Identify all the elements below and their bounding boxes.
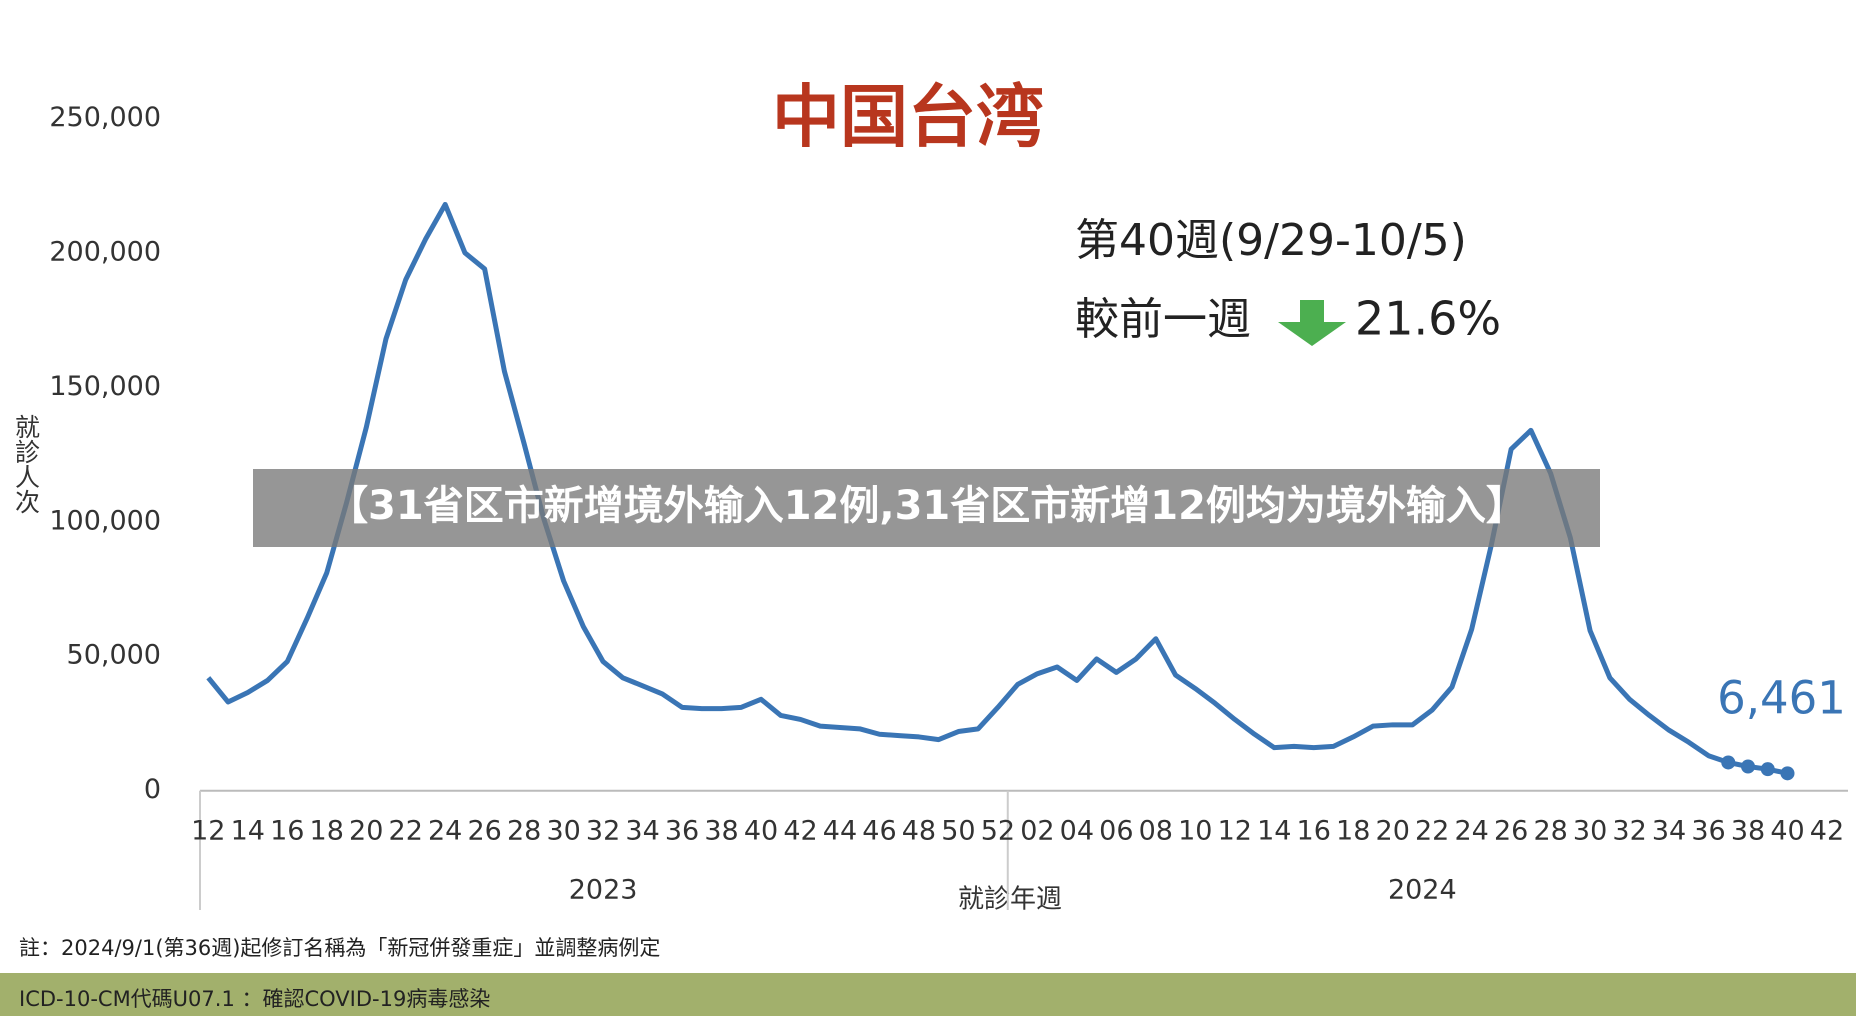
x-tick-label: 12 [1218,816,1252,847]
x-tick-label: 36 [1691,816,1725,847]
x-tick-label: 16 [1297,816,1331,847]
change-value: 21.6% [1355,292,1501,346]
y-tick-label: 200,000 [49,236,161,267]
point [1780,766,1795,781]
x-tick-label: 28 [1533,816,1567,847]
change-label: 較前一週 [1075,294,1251,345]
x-tick-label: 48 [902,816,936,847]
x-tick-label: 14 [231,816,265,847]
x-tick-label: 38 [704,816,738,847]
y-axis-label: 就診人次 [12,414,41,514]
x-tick-label: 30 [546,816,580,847]
banner: 【31省区市新增境外输入12例,31省区市新增12例均为境外输入】 [328,483,1526,529]
footnote: ICD-10-CM代碼U07.1 ：確認COVID-19病毒感染 [19,987,490,1011]
x-tick-label: 02 [1020,816,1054,847]
y-tick-label: 0 [144,774,161,805]
x-tick-label: 24 [1454,816,1488,847]
x-tick-label: 46 [862,816,896,847]
x-tick-label: 32 [1612,816,1646,847]
x-tick-label: 50 [941,816,975,847]
x-tick-label: 20 [1376,816,1410,847]
footer-strip [0,973,1856,1016]
x-tick-label: 22 [1415,816,1449,847]
x-tick-label: 38 [1731,816,1765,847]
y-tick-label: 150,000 [49,371,161,402]
x-tick-label: 26 [467,816,501,847]
x-tick-label: 06 [1099,816,1133,847]
chart-title: 中国台湾 [772,79,1044,158]
x-tick-label: 40 [744,816,778,847]
x-tick-label: 24 [428,816,462,847]
x-tick-label: 30 [1573,816,1607,847]
x-tick-label: 18 [1336,816,1370,847]
x-tick-label: 42 [1810,816,1844,847]
x-tick-label: 14 [1257,816,1291,847]
x-tick-label: 04 [1060,816,1094,847]
footnote: 註：2024/9/1(第36週)起修訂名稱為「新冠併發重症」並調整病例定 [19,936,660,960]
x-tick-label: 44 [823,816,857,847]
x-tick-label: 40 [1770,816,1804,847]
change-arrow [1278,300,1346,346]
x-tick-label: 34 [1652,816,1686,847]
value-label: 6,461 [1717,671,1846,724]
x-axis-label: 就診年週 [958,885,1062,915]
x-tick-label: 36 [665,816,699,847]
banner-bg [253,469,1600,547]
x-tick-label: 20 [349,816,383,847]
x-tick-label: 12 [191,816,225,847]
x-tick-label: 08 [1139,816,1173,847]
point [1760,762,1775,777]
x-tick-label: 16 [270,816,304,847]
x-tick-label: 32 [586,816,620,847]
point [1741,759,1756,774]
subtitle: 第40週(9/29-10/5) [1075,215,1467,266]
point [1721,755,1736,770]
x-tick-label: 42 [783,816,817,847]
x-tick-label: 28 [507,816,541,847]
x-tick-label: 34 [625,816,659,847]
x-tick-label: 10 [1178,816,1212,847]
x-tick-label: 22 [389,816,423,847]
y-tick-label: 250,000 [49,102,161,133]
y-tick-label: 100,000 [49,505,161,536]
x-tick-label: 26 [1494,816,1528,847]
x-tick-label: 52 [981,816,1015,847]
x-group-label: 2023 [569,875,638,906]
line [206,201,1730,765]
x-group-label: 2024 [1388,875,1457,906]
line [1727,760,1789,776]
y-tick-label: 50,000 [67,640,161,671]
plot: 0 50,000 100,000 150,000 200,000 250,000 就診人次 2… [12,102,1848,910]
x-tick-label: 18 [310,816,344,847]
